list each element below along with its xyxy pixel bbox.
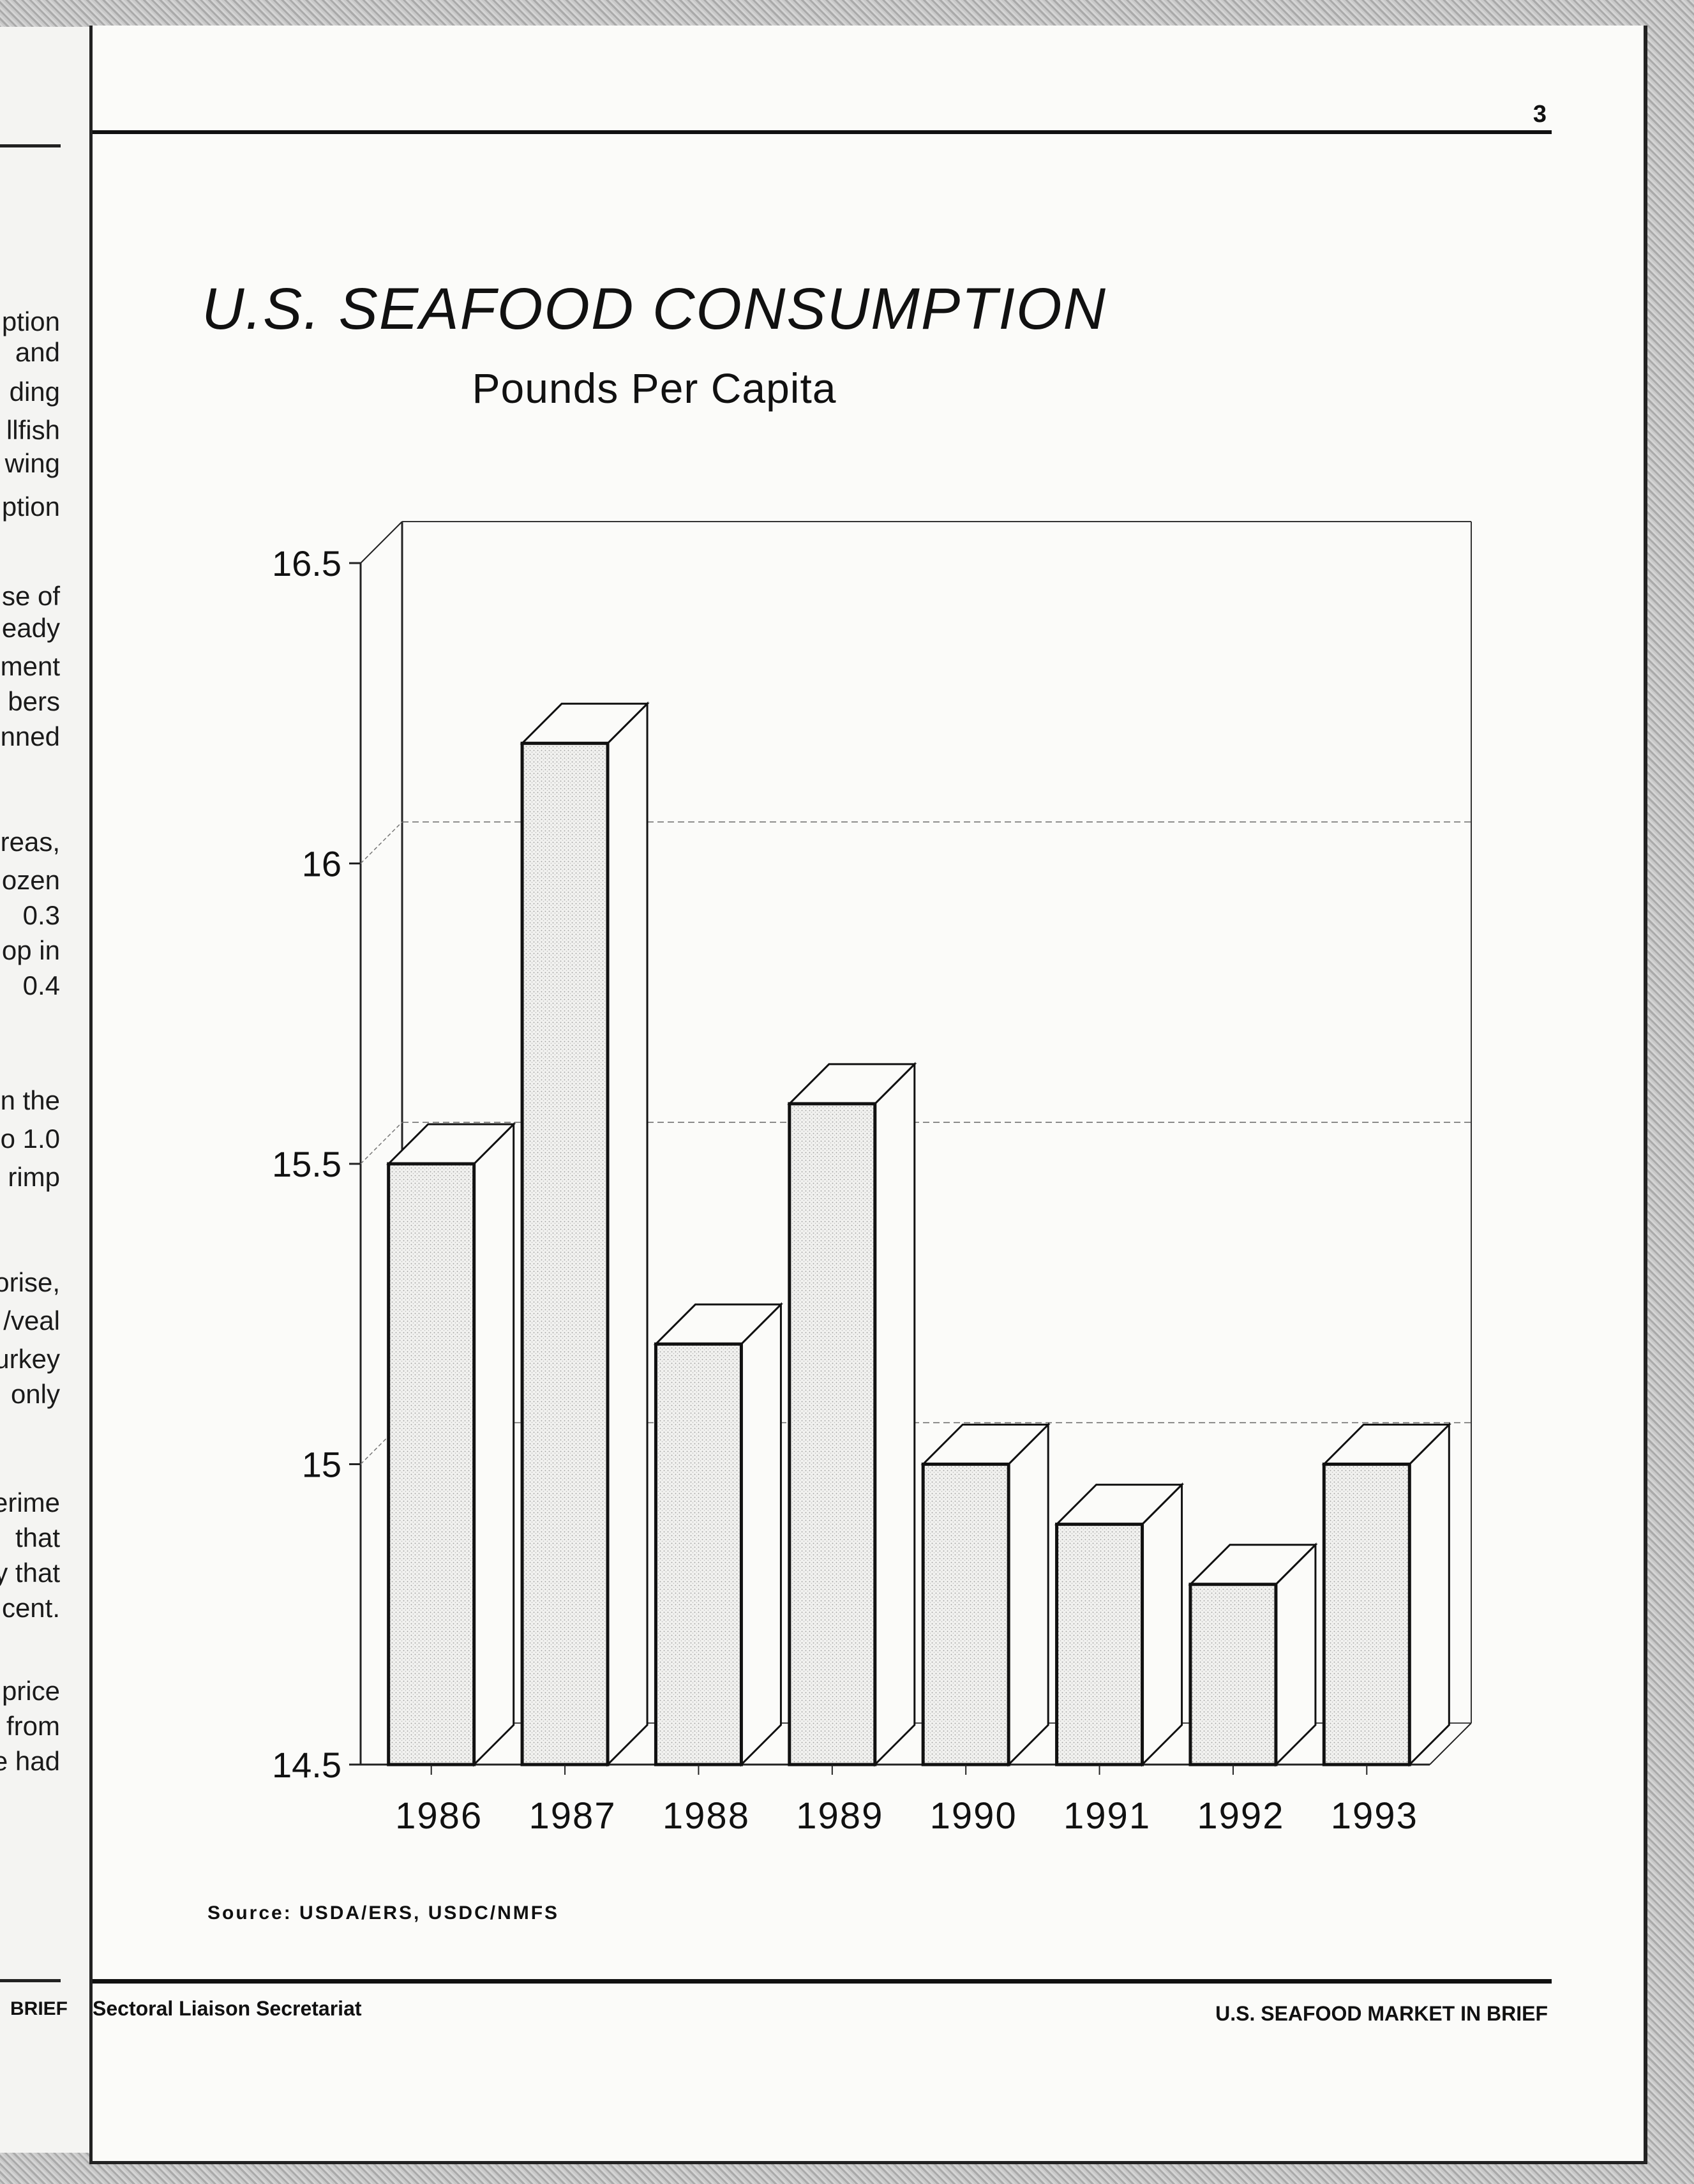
bar-side (473, 1122, 515, 1767)
previous-page-top-rule (0, 144, 61, 147)
previous-page-text-fragment: rimp (8, 1162, 60, 1192)
y-axis: 14.5 15 15.5 16 16.5 (272, 543, 361, 1785)
previous-page-text-fragment: op in (1, 935, 60, 965)
chart-subtitle: Pounds Per Capita (472, 365, 837, 412)
bar-chart: 14.5 15 15.5 16 16.5 1986 1987 1988 1989 1990 199… (272, 521, 1472, 1837)
previous-page-text-fragment: ment (0, 651, 60, 681)
bar-face (1055, 1523, 1144, 1766)
previous-page-text-fragment: erime (0, 1487, 60, 1518)
bar-1991 (1054, 1482, 1185, 1767)
header-rule (93, 130, 1552, 134)
previous-page-text-fragment: llfish (6, 415, 60, 445)
previous-page-text-fragment: /veal (3, 1306, 60, 1336)
previous-page-edge: ption and ding llfish wing ption se of eady ment… (0, 27, 98, 2153)
x-axis: 1986 1987 1988 1989 1990 1991 1992 1993 (395, 1765, 1418, 1837)
previous-page-text-fragment: only (10, 1379, 60, 1409)
bar-1986 (386, 1122, 516, 1767)
bar-face (1322, 1463, 1411, 1766)
previous-page-text-fragment: that (15, 1523, 60, 1553)
previous-page-text-fragment: from (6, 1711, 60, 1741)
x-tick-label: 1991 (1063, 1795, 1151, 1837)
previous-page-text-fragment: n the (0, 1085, 60, 1115)
previous-page-text-fragment: ding (9, 377, 60, 407)
bar-1992 (1188, 1542, 1318, 1767)
previous-page-text-fragment: 0.4 (22, 970, 60, 1000)
y-tick-label: 15.5 (272, 1144, 341, 1184)
previous-page-text-fragment: ption (1, 492, 60, 522)
previous-page-text-fragment: nned (0, 721, 60, 751)
x-tick-label: 1986 (395, 1795, 483, 1837)
frame-top-left-diagonal (360, 521, 403, 564)
bar-face (654, 1342, 743, 1766)
bar-1990 (920, 1422, 1051, 1767)
previous-page-text-fragment: eady (1, 613, 60, 643)
bar-side (1141, 1482, 1183, 1767)
bar-side (1408, 1422, 1450, 1767)
previous-page-text-fragment: cent. (1, 1593, 60, 1623)
bar-1989 (787, 1062, 917, 1767)
bar-face (788, 1102, 877, 1766)
previous-page-text-fragment: y that (0, 1558, 60, 1588)
footer-left: Sectoral Liaison Secretariat (93, 1997, 362, 2020)
floor-right-edge (1429, 1722, 1472, 1765)
previous-page-bottom-rule (0, 1979, 61, 1982)
previous-page-text-fragment: price (1, 1676, 60, 1706)
previous-page-text-fragment: urkey (0, 1344, 60, 1374)
gridline-diagonal (360, 1122, 403, 1164)
x-tick-label: 1993 (1331, 1795, 1418, 1837)
gridline-diagonal (360, 821, 403, 864)
page-number: 3 (1533, 101, 1547, 128)
footer-rule (93, 1979, 1552, 1984)
bar-1987 (520, 701, 650, 1767)
gridline-diagonal (360, 1422, 403, 1465)
previous-page-text-fragment: o 1.0 (0, 1124, 60, 1154)
y-tick-label: 14.5 (272, 1745, 341, 1785)
chart-bars (386, 701, 1451, 1767)
previous-page-text-fragment: ption (1, 306, 60, 336)
x-tick-label: 1988 (663, 1795, 750, 1837)
x-tick-label: 1990 (930, 1795, 1017, 1837)
previous-page-text-fragment: ozen (1, 865, 60, 895)
footer-right: U.S. SEAFOOD MARKET IN BRIEF (1215, 2002, 1548, 2025)
y-tick-label: 16.5 (272, 543, 341, 584)
previous-page-text-fragment: orise, (0, 1267, 60, 1297)
bar-face (1188, 1583, 1278, 1766)
previous-page-text-fragment: wing (4, 448, 60, 478)
bar-face (520, 741, 610, 1766)
x-tick-label: 1987 (529, 1795, 617, 1837)
previous-page-text-fragment: reas, (0, 827, 60, 857)
previous-page-text-fragment: and (15, 337, 60, 367)
bar-face (921, 1463, 1010, 1766)
previous-page-text-fragment: bers (8, 686, 60, 716)
source-note: Source: USDA/ERS, USDC/NMFS (207, 1902, 560, 1924)
bar-side (1007, 1422, 1049, 1767)
bar-side (606, 701, 648, 1767)
bar-1993 (1321, 1422, 1451, 1767)
report-page: 3 U.S. SEAFOOD CONSUMPTION Pounds Per Ca… (89, 26, 1647, 2164)
chart-title: U.S. SEAFOOD CONSUMPTION (202, 276, 1107, 342)
bar-1988 (653, 1302, 784, 1767)
bar-side (874, 1062, 916, 1767)
previous-page-footer: BRIEF (10, 1998, 68, 2019)
y-tick-label: 15 (302, 1445, 341, 1485)
x-tick-label: 1989 (796, 1795, 883, 1837)
previous-page-text-fragment: se of (1, 581, 60, 611)
y-tick-label: 16 (302, 844, 341, 884)
x-tick-label: 1992 (1197, 1795, 1284, 1837)
bar-side (740, 1302, 782, 1767)
previous-page-text-fragment: e had (0, 1746, 60, 1776)
bar-face (387, 1162, 476, 1766)
previous-page-text-fragment: 0.3 (22, 900, 60, 930)
